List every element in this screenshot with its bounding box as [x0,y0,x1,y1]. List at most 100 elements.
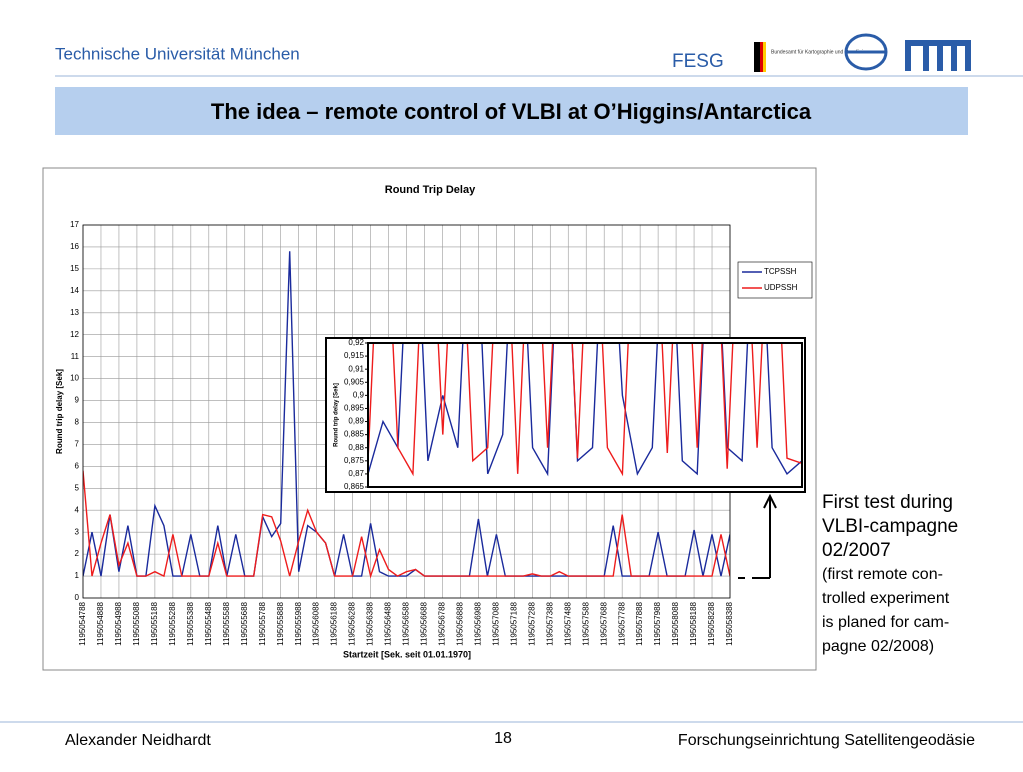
x-tick-label: 1195055088 [132,601,141,645]
y-tick-label: 17 [70,220,79,229]
x-axis-label: Startzeit [Sek. seit 01.01.1970] [343,649,471,659]
plot [368,343,802,477]
note-line: VLBI-campagne [822,516,958,537]
legend-label: UDPSSH [764,283,798,292]
arrow [738,493,777,579]
x-tick-label: 1195056388 [366,601,375,645]
x-tick-label: 1195056188 [330,601,339,645]
x-tick-label: 1195057288 [527,601,536,645]
y-tick-label: 8 [75,418,80,427]
y-tick-label: 0,89 [348,417,364,426]
line-series [368,343,802,477]
x-tick-label: 1195056788 [438,601,447,645]
footer-author: Alexander Neidhardt [65,732,211,749]
y-tick-label: 11 [71,352,80,361]
y-tick-label: 10 [70,374,79,383]
y-tick-label: 5 [75,483,80,492]
legend-box [737,261,813,299]
y-tick-label: 0,865 [344,482,365,491]
x-tick-label: 1195057888 [635,601,644,645]
x-tick-label: 1195055488 [204,601,213,645]
group: FESG [672,51,724,72]
y-tick-label: 0,91 [348,364,364,373]
line-series [83,470,730,579]
tum-logo [905,40,971,71]
y-tick-label: 15 [70,264,79,273]
note-line: is planed for cam- [822,614,949,631]
y-axis-label: Round trip delay [Sek] [334,383,340,447]
x-tick-label: 1195057488 [563,601,572,645]
y-tick-label: 7 [75,440,80,449]
y-tick-label: 14 [70,286,79,295]
line-series [83,251,730,577]
agency: Bundesamt für Kartographie und Geodäsie [771,49,866,55]
x-tick-label: 1195056488 [384,601,393,645]
y-tick-label: 0,915 [344,351,365,360]
y-tick-label: 0,88 [348,443,364,452]
x-tick-label: 1195055988 [294,601,303,645]
x-tick-label: 1195057388 [545,601,554,645]
y-tick-label: 16 [70,242,79,251]
x-tick-label: 1195058388 [725,601,734,645]
y-tick-label: 3 [75,527,80,536]
x-tick-label: 1195057988 [653,601,662,645]
y-tick-label: 2 [75,549,80,558]
x-tick-label: 1195056588 [402,601,411,645]
x-tick-label: 1195058188 [689,601,698,645]
y-tick-label: 1 [75,571,80,580]
flag [763,42,766,72]
x-tick-label: 1195057188 [509,601,518,645]
x-tick-label: 1195055188 [150,601,159,645]
plot-area [367,342,803,488]
x-tick-label: 1195055888 [276,601,285,645]
note-line: 02/2007 [822,540,891,561]
x-tick-label: 1195055688 [240,601,249,645]
university: Technische Universität München [55,44,300,63]
y-tick-label: 4 [75,505,80,514]
slide-title: The idea – remote control of VLBI at O’H… [211,99,812,124]
x-tick-label: 1195055788 [258,601,267,645]
y-tick-label: 13 [70,308,79,317]
x-tick-label: 1195057588 [581,601,590,645]
x-tick-label: 1195056688 [420,601,429,645]
x-tick-label: 1195055388 [186,601,195,645]
legend-label: TCPSSH [764,267,797,276]
y-axis-label: Round trip delay [Sek] [55,369,64,454]
y-tick-label: 9 [75,396,80,405]
y-tick-label: 12 [70,330,79,339]
title-bar [55,87,968,135]
x-tick-label: 1195056988 [473,601,482,645]
y-tick-label: 0,885 [344,430,365,439]
plot-border [367,342,803,488]
x-tick-label: 1195057688 [599,601,608,645]
x-tick-label: 1195056088 [312,601,321,645]
x-tick-label: 1195058288 [707,601,716,645]
flag [760,42,763,72]
page-number: 18 [494,730,512,747]
y-tick-label: 0,875 [344,456,365,465]
y-tick-label: 0 [75,593,80,602]
x-tick-label: 1195057088 [491,601,500,645]
x-tick-label: 1195055288 [168,601,177,645]
note-line: pagne 02/2008) [822,638,934,655]
x-tick-label: 1195056288 [348,601,357,645]
y-tick-label: 0,9 [353,390,365,399]
x-tick-label: 1195054988 [114,601,123,645]
x-tick-label: 1195054788 [78,601,87,645]
note-line: trolled experiment [822,590,950,607]
note-line: First test during [822,492,953,513]
x-tick-label: 1195054888 [96,601,105,645]
y-tick-label: 0,895 [344,404,365,413]
x-tick-label: 1195058088 [671,601,680,645]
x-tick-label: 1195057788 [617,601,626,645]
y-tick-label: 6 [75,461,80,470]
note-line: (first remote con- [822,566,943,583]
footer-institute: Forschungseinrichtung Satellitengeodäsie [678,732,975,749]
y-tick-label: 0,92 [348,338,364,347]
y-tick-label: 0,905 [344,377,365,386]
chart-title: Round Trip Delay [385,184,476,196]
y-tick-label: 0,87 [348,469,364,478]
line-series [368,343,802,477]
note: First test during VLBI-campagne 02/2007 (fi… [822,492,958,655]
